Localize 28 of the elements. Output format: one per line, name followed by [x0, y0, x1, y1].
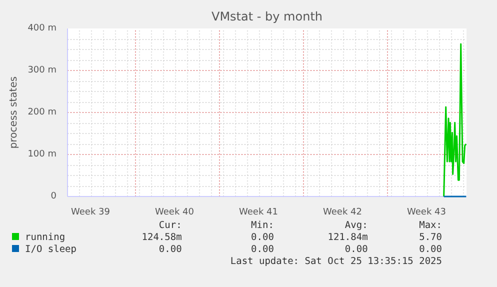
y-tick-label: 300 m	[28, 66, 57, 76]
text: 124.58m	[140, 232, 182, 244]
text: Max:	[418, 220, 442, 232]
x-tick-label: Week 43	[407, 208, 446, 218]
legend-label: running	[24, 232, 66, 244]
x-tick-label: Week 40	[155, 208, 194, 218]
y-tick-label: 200 m	[28, 108, 57, 118]
x-tick-label: Week 39	[71, 208, 110, 218]
text: 0.00	[250, 244, 274, 256]
y-tick-label: 400 m	[28, 24, 57, 34]
legend-label: I/O sleep	[24, 244, 78, 256]
x-tick-label: Week 42	[323, 208, 362, 218]
text: Min:	[250, 220, 274, 232]
text: Last update: Sat Oct 25 13:35:15 2025	[229, 256, 442, 268]
line-series	[443, 43, 467, 198]
text: 0.00	[418, 244, 442, 256]
y-tick-label: 0	[50, 192, 57, 202]
text: Cur:	[158, 220, 182, 232]
text: Avg:	[344, 220, 368, 232]
text: 0.00	[158, 244, 182, 256]
text: 0.00	[344, 244, 368, 256]
text: 0.00	[250, 232, 274, 244]
x-tick-label: Week 41	[239, 208, 278, 218]
y-tick-label: 100 m	[28, 150, 57, 160]
y-axis-title: process states	[8, 76, 20, 149]
text: 121.84m	[326, 232, 368, 244]
chart-title: VMstat - by month	[211, 10, 323, 24]
text: 5.70	[418, 232, 442, 244]
